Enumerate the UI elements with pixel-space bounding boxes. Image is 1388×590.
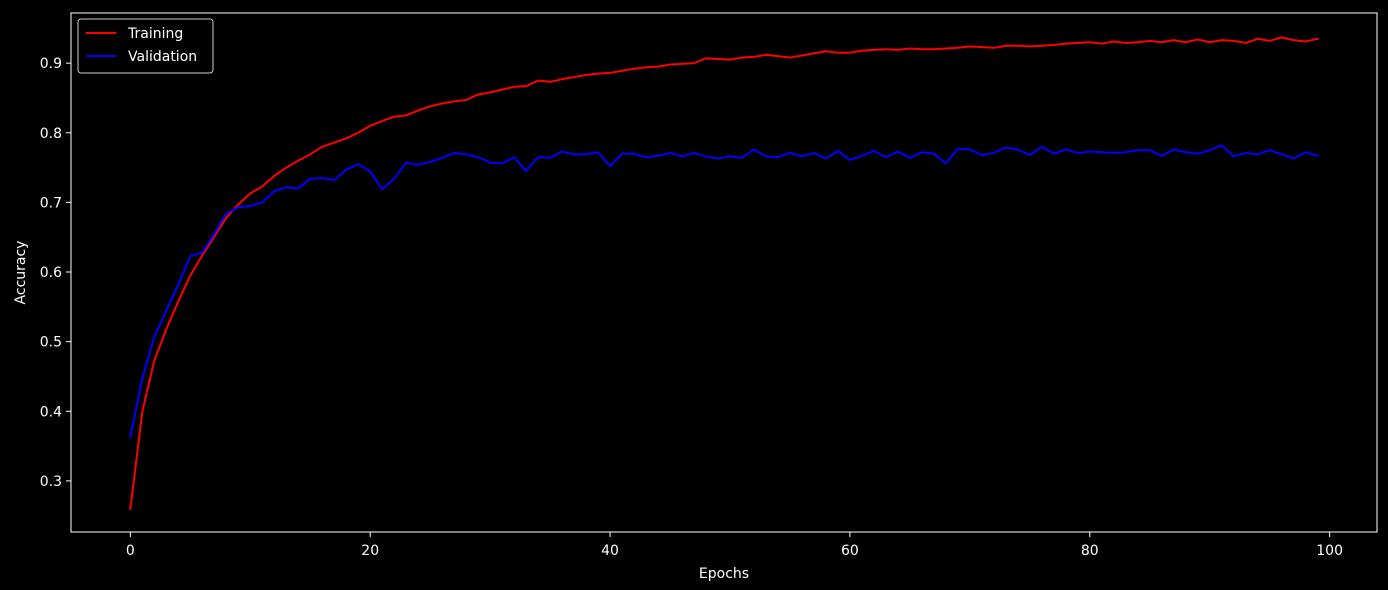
x-tick-label: 100	[1316, 543, 1343, 559]
x-tick-label: 80	[1081, 543, 1099, 559]
y-axis-label: Accuracy	[13, 241, 29, 305]
legend: Training Validation	[77, 18, 214, 74]
series-line-validation	[129, 144, 1319, 439]
x-tick-label: 0	[126, 543, 135, 559]
x-tick-label: 60	[841, 543, 859, 559]
plot-area	[129, 36, 1319, 510]
y-tick-label: 0.6	[40, 265, 62, 281]
legend-label-validation: Validation	[128, 49, 197, 65]
y-tick-label: 0.8	[40, 126, 62, 142]
y-tick-label: 0.9	[40, 56, 62, 72]
x-axis-label: Epochs	[699, 566, 749, 582]
legend-label-training: Training	[127, 26, 183, 42]
series-line-training	[129, 36, 1319, 510]
y-tick-label: 0.5	[40, 335, 62, 351]
axes: 0 20 40 60 80 100 0.3 0.4 0.5 0.6 0.7 0.8 0.9	[40, 12, 1378, 559]
y-tick-label: 0.7	[40, 195, 62, 211]
x-tick-label: 20	[361, 543, 379, 559]
x-tick-label: 40	[601, 543, 619, 559]
y-tick-label: 0.4	[40, 404, 62, 420]
y-tick-label: 0.3	[40, 474, 62, 490]
